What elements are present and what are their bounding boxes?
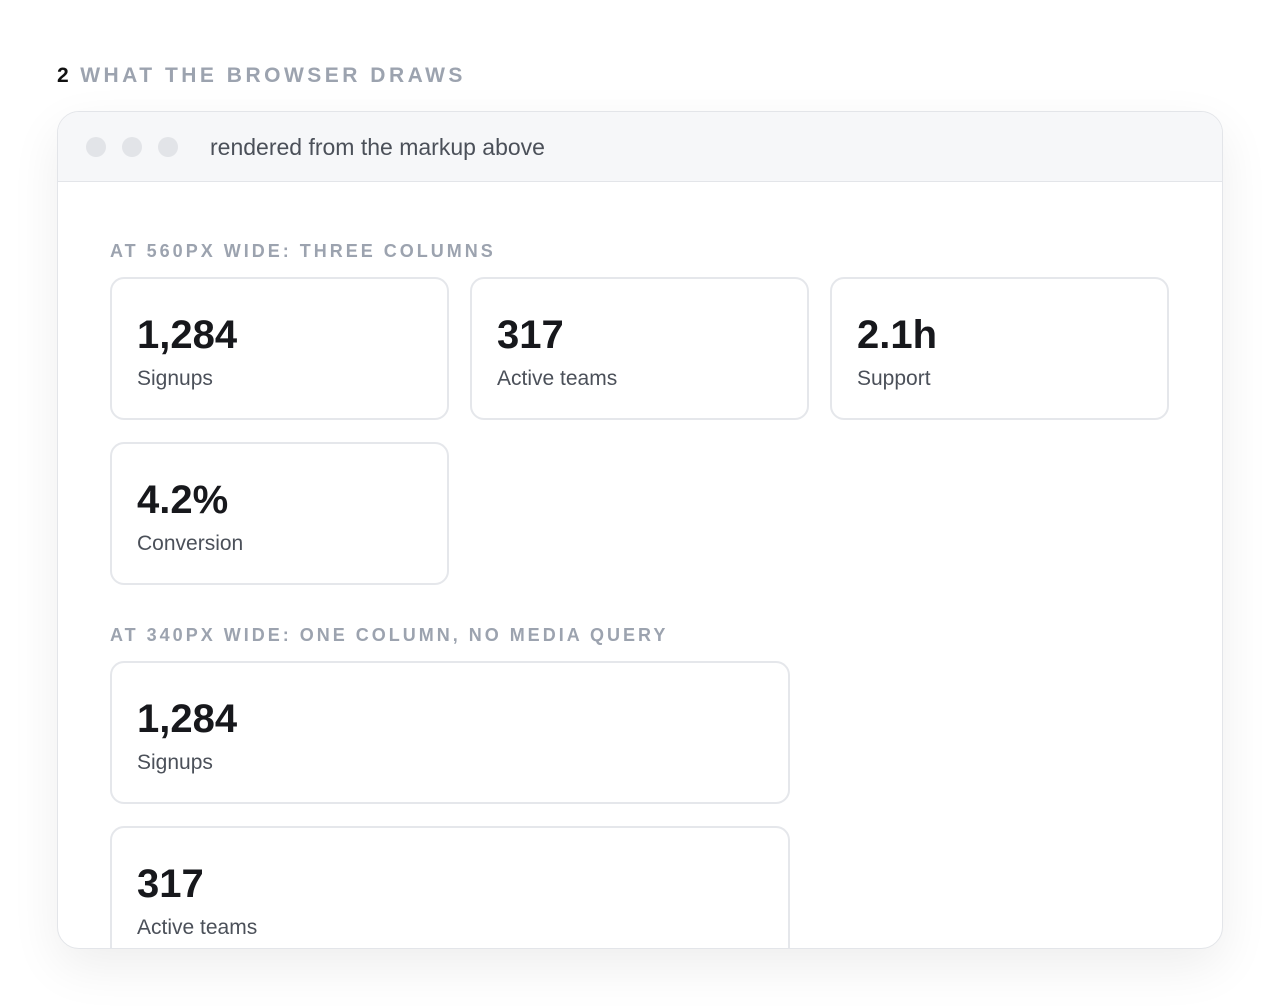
stat-label: Conversion <box>137 532 244 555</box>
card-grid: 1,284 Signups 317 Active teams 2.1h Support 4.… <box>110 277 1222 585</box>
window-dot <box>86 137 106 157</box>
stat-value: 317 <box>137 862 204 906</box>
stat-card: 317 Active teams <box>110 826 790 948</box>
stat-card: 317 Active teams <box>470 277 809 420</box>
stat-label: Signups <box>137 367 213 390</box>
card-grid: 1,284 Signups 317 Active teams <box>110 661 1222 948</box>
group-label: AT 560PX WIDE: THREE COLUMNS <box>110 241 496 261</box>
section-number: 2 <box>57 64 73 87</box>
stat-card: 2.1h Support <box>830 277 1169 420</box>
stat-card: 4.2% Conversion <box>110 442 449 585</box>
window-caption: rendered from the markup above <box>210 134 545 160</box>
stat-card: 1,284 Signups <box>110 277 449 420</box>
group-label: AT 340PX WIDE: ONE COLUMN, NO MEDIA QUER… <box>110 625 669 645</box>
window-content: AT 560PX WIDE: THREE COLUMNS 1,284 Signups… <box>58 182 1222 948</box>
browser-window: rendered from the markup above AT 560PX … <box>57 111 1223 949</box>
stat-value: 1,284 <box>137 697 238 741</box>
stat-value: 2.1h <box>857 313 938 357</box>
stat-label: Active teams <box>137 916 258 939</box>
stat-value: 1,284 <box>137 313 238 357</box>
window-dot <box>122 137 142 157</box>
window-dot <box>158 137 178 157</box>
section-title: WHAT THE BROWSER DRAWS <box>80 64 466 87</box>
stat-value: 317 <box>497 313 564 357</box>
card-group: AT 560PX WIDE: THREE COLUMNS 1,284 Signups… <box>110 241 1222 585</box>
stat-label: Active teams <box>497 367 618 390</box>
stat-value: 4.2% <box>137 478 229 522</box>
stat-card: 1,284 Signups <box>110 661 790 804</box>
card-group: AT 340PX WIDE: ONE COLUMN, NO MEDIA QUER… <box>110 625 1222 948</box>
stat-label: Support <box>857 367 931 390</box>
stat-label: Signups <box>137 751 213 774</box>
title-bar: rendered from the markup above <box>58 112 1222 182</box>
section-heading: 2 WHAT THE BROWSER DRAWS <box>57 63 466 89</box>
